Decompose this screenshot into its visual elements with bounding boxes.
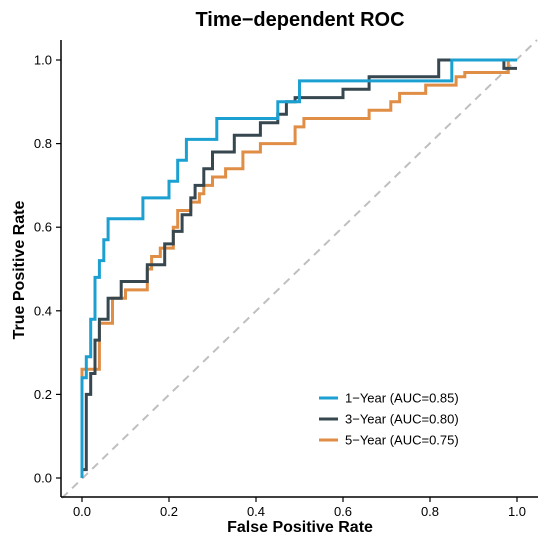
x-tick-label: 0.4 (247, 504, 265, 519)
axes: 0.0 0.2 0.4 0.6 0.8 1.0 0.0 0.2 0.4 0.6 0.8 1.0 (34, 40, 538, 519)
chart-title: Time−dependent ROC (195, 9, 404, 31)
legend: 1−Year (AUC=0.85) 3−Year (AUC=0.80) 5−Year… (319, 391, 459, 448)
y-tick-label: 1.0 (34, 53, 52, 68)
y-tick-label: 0.8 (34, 136, 52, 151)
y-tick-label: 0.6 (34, 220, 52, 235)
y-axis-title: True Positive Rate (11, 201, 28, 340)
legend-label: 5−Year (AUC=0.75) (345, 433, 459, 448)
x-axis-title: False Positive Rate (227, 519, 373, 536)
legend-label: 3−Year (AUC=0.80) (345, 412, 459, 427)
x-tick-label: 0.0 (73, 504, 91, 519)
y-tick-label: 0.4 (34, 303, 52, 318)
legend-label: 1−Year (AUC=0.85) (345, 391, 459, 406)
roc-curve-2 (80, 58, 517, 478)
y-tick-label: 0.2 (34, 387, 52, 402)
x-tick-label: 0.6 (334, 504, 352, 519)
x-tick-label: 0.2 (160, 504, 178, 519)
roc-curve-1 (80, 58, 517, 478)
x-tick-label: 1.0 (508, 504, 526, 519)
x-tick-label: 0.8 (421, 504, 439, 519)
plot-area (61, 39, 538, 499)
reference-diagonal-line (61, 39, 538, 499)
y-tick-label: 0.0 (34, 471, 52, 486)
